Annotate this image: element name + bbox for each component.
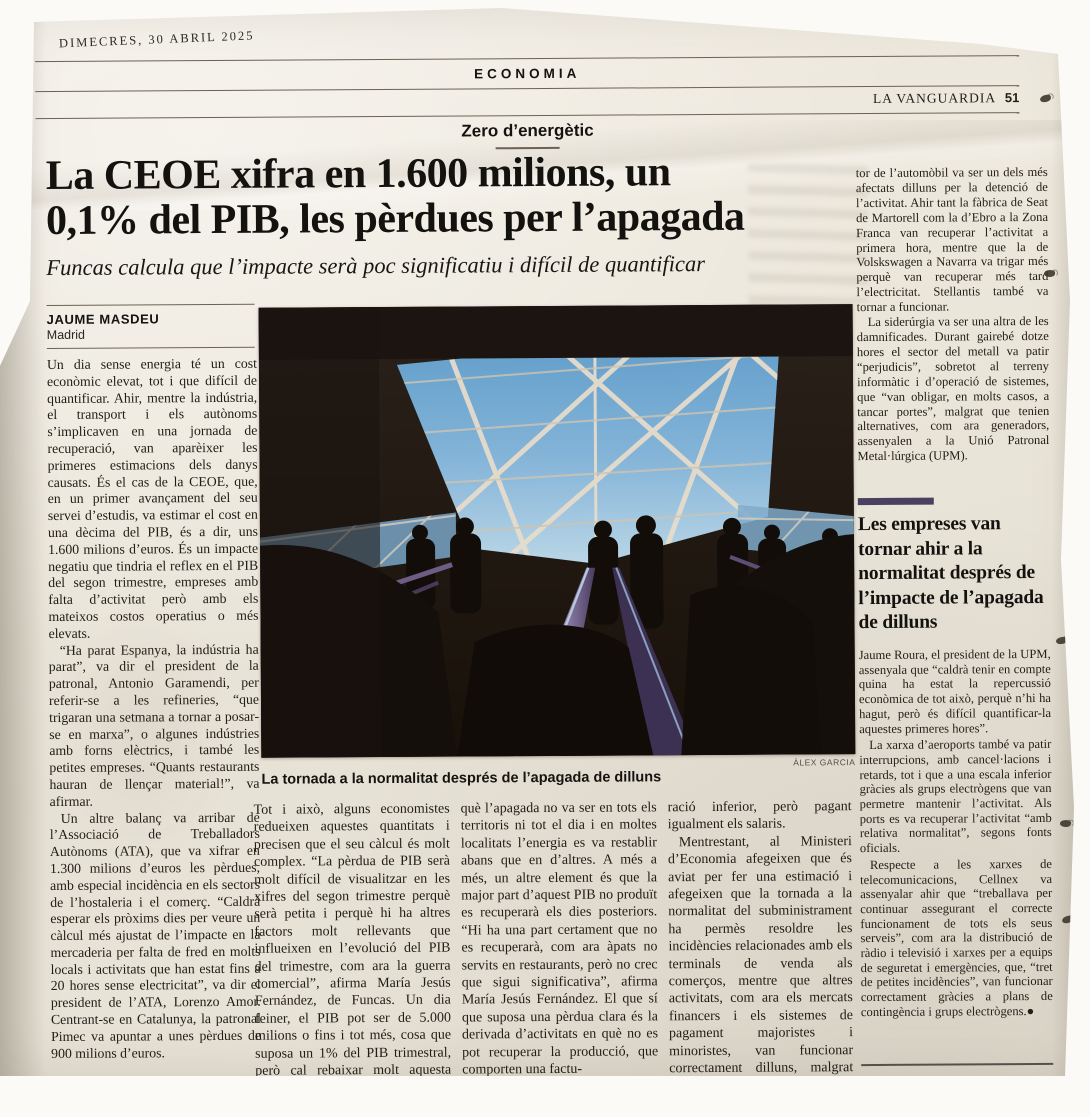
newspaper-sheet: DIMECRES, 30 ABRIL 2025 ECONOMIA LA VANG… xyxy=(0,0,1090,1076)
escalator-photo-illustration xyxy=(258,304,856,758)
paper-name: LA VANGUARDIA xyxy=(872,90,997,106)
body-column-2: Tot i això, alguns economistes redueixen… xyxy=(253,801,452,1097)
body-paragraph: Un dia sense energia té un cost econòmic… xyxy=(46,355,259,641)
newspaper-page-photo: { "colors": { "paper": "#ece7db", "ink":… xyxy=(0,0,1090,1076)
body-column-1: Un dia sense energia té un cost econòmic… xyxy=(47,356,261,1063)
body-column-5: tor de l’automòbil va ser un dels més af… xyxy=(856,165,1050,464)
sidebar-body: Jaume Roura, el president de la UPM, ass… xyxy=(859,647,1053,1020)
headline-line-2: 0,1% del PIB, les pèrdues per l’apagada xyxy=(45,193,745,244)
body-paragraph: Tot i això, alguns economistes redueixen… xyxy=(253,801,452,1097)
punch-mark xyxy=(1059,819,1072,828)
article-headline: La CEOE xifra en 1.600 milions, un 0,1% … xyxy=(46,149,862,243)
page-number: 51 xyxy=(1004,90,1020,106)
body-paragraph: ració inferior, però pagant igualment el… xyxy=(667,799,852,833)
article-kicker: Zero d’energètic xyxy=(461,120,594,141)
byline-author: JAUME MASDEU xyxy=(46,311,160,328)
sidebar-accent-bar xyxy=(857,497,934,506)
byline-rule-top xyxy=(46,303,255,307)
punch-mark xyxy=(1055,636,1068,645)
page-content: DIMECRES, 30 ABRIL 2025 ECONOMIA LA VANG… xyxy=(35,28,1054,1078)
body-paragraph: La siderúrgia va ser una altra de les da… xyxy=(856,313,1050,464)
body-column-4: ració inferior, però pagant igualment el… xyxy=(667,798,854,1112)
sidebar-headline: Les empreses van tornar ahir a la normal… xyxy=(857,513,1044,634)
edition-date: DIMECRES, 30 ABRIL 2025 xyxy=(58,28,255,51)
body-paragraph: Al terreny industrial, el sec- xyxy=(680,1095,838,1112)
sidebar-paragraph: La xarxa d’aeroports també va patir inte… xyxy=(859,737,1052,856)
body-paragraph: Mentrestant, al Ministeri d’Economia afe… xyxy=(667,833,854,1094)
body-paragraph: “Ha parat Espanya, la indústria ha parat… xyxy=(48,641,260,809)
paper-name-and-page: LA VANGUARDIA 51 xyxy=(35,90,1019,112)
byline-rule-bottom xyxy=(46,346,255,350)
sidebar-paragraph: Jaume Roura, el president de la UPM, ass… xyxy=(858,646,1052,736)
headline-line-1: La CEOE xifra en 1.600 milions, un xyxy=(45,149,671,200)
punch-mark xyxy=(1061,915,1074,924)
body-paragraph: Un altre balanç va arribar de l’Associac… xyxy=(49,809,262,1061)
byline-place: Madrid xyxy=(46,327,86,343)
byline-block: JAUME MASDEU Madrid xyxy=(46,303,255,350)
sidebar-bottom-rule xyxy=(861,1062,1054,1066)
masthead-rule xyxy=(35,55,1020,63)
section-title: ECONOMIA xyxy=(473,65,581,82)
punch-mark xyxy=(1043,269,1056,278)
article-photo xyxy=(258,304,856,758)
sidebar-paragraph: Respecte a les xarxes de telecomunicacio… xyxy=(860,856,1053,1019)
body-paragraph: què l’apagada no va ser en tots els terr… xyxy=(460,800,659,1078)
article-subhead: Funcas calcula que l’impacte serà poc si… xyxy=(46,251,706,281)
body-column-3: què l’apagada no va ser en tots els terr… xyxy=(460,799,659,1078)
kicker-underline xyxy=(495,146,560,149)
body-paragraph: tor de l’automòbil va ser un dels més af… xyxy=(855,164,1049,315)
photo-caption: La tornada a la normalitat després de l’… xyxy=(261,769,662,788)
